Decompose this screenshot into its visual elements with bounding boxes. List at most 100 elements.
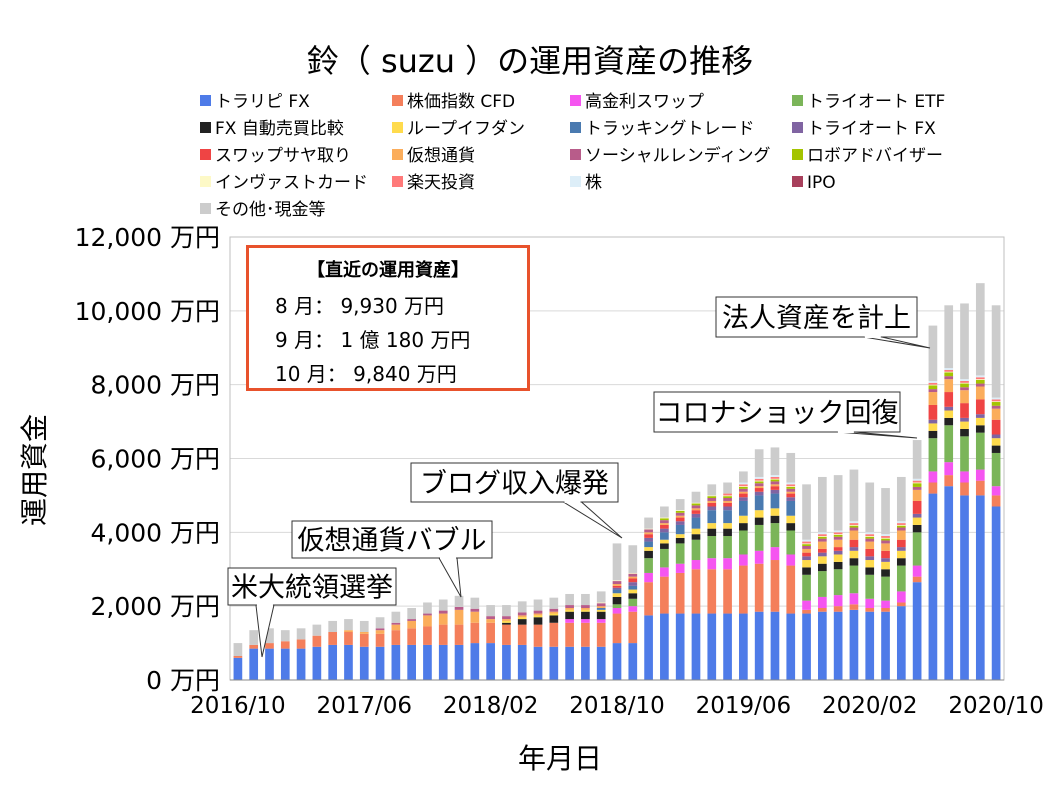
bar-segment	[375, 617, 385, 629]
x-axis-label: 年月日	[518, 742, 602, 775]
bar-segment	[833, 606, 843, 612]
bar-segment	[691, 517, 701, 529]
bar-segment	[438, 613, 448, 625]
legend-item: 楽天投資	[392, 173, 475, 193]
legend-item: トラッキングトレード	[570, 119, 755, 139]
bar-segment	[833, 539, 843, 548]
bar-segment	[991, 445, 1001, 453]
bar-segment	[975, 469, 985, 481]
bar-segment	[296, 628, 306, 640]
legend-item: ロボアドバイザー	[792, 146, 943, 166]
bar-segment	[628, 593, 638, 599]
bar-segment	[849, 524, 859, 526]
legend-item: スワップサヤ取り	[200, 146, 351, 166]
bar-segment	[912, 565, 922, 577]
bar-segment	[470, 608, 480, 612]
legend-label: スワップサヤ取り	[215, 146, 351, 166]
bar-segment	[644, 615, 653, 680]
bar-segment	[833, 547, 843, 551]
bar-segment	[991, 408, 1001, 420]
bar-segment	[423, 602, 432, 614]
legend-item: ループイフダン	[392, 119, 525, 139]
bar-segment	[723, 496, 732, 499]
bar-segment	[675, 534, 685, 538]
bar-segment	[660, 518, 669, 521]
bar-segment	[818, 476, 827, 533]
bar-segment	[818, 552, 827, 557]
bar-segment	[833, 611, 843, 680]
recent-assets-line-sep: 9 月： 1 億 180 万円	[275, 328, 471, 352]
bar-segment	[849, 539, 859, 548]
bar-segment	[912, 517, 922, 525]
bar-segment	[707, 498, 717, 501]
bar-segment	[912, 478, 922, 481]
bar-segment	[581, 608, 590, 610]
bar-segment	[865, 608, 875, 612]
bar-segment	[754, 483, 764, 487]
bar-segment	[628, 578, 638, 583]
bar-segment	[454, 644, 464, 680]
bar-segment	[423, 615, 432, 627]
bar-segment	[754, 478, 764, 481]
bar-segment	[723, 502, 732, 507]
recent-assets-title: 【直近の運用資産】	[307, 260, 469, 281]
bar-segment	[802, 574, 811, 601]
bar-segment	[912, 440, 922, 479]
bar-segment	[707, 510, 717, 524]
bar-segment	[612, 596, 622, 605]
bar-segment	[975, 386, 985, 400]
bar-segment	[612, 580, 622, 582]
bar-segment	[739, 493, 748, 498]
bar-segment	[628, 582, 638, 586]
bar-segment	[786, 491, 796, 494]
bar-segment	[849, 550, 859, 559]
bar-segment	[533, 610, 543, 614]
bar-segment	[517, 617, 527, 620]
legend-label: FX 自動売買比較	[215, 119, 344, 139]
bar-segment	[707, 506, 717, 511]
bar-segment	[517, 615, 527, 618]
legend-swatch	[200, 95, 211, 106]
bar-segment	[786, 482, 796, 485]
y-tick-label: 10,000 万円	[75, 297, 220, 326]
bar-segment	[770, 484, 780, 487]
bar-segment	[612, 581, 622, 585]
bar-segment	[849, 527, 859, 531]
bar-segment	[454, 624, 464, 645]
bar-segment	[754, 480, 764, 482]
bar-segment	[359, 633, 369, 647]
bar-segment	[818, 608, 827, 612]
bar-segment	[549, 611, 559, 614]
bar-segment	[912, 532, 922, 566]
bar-segment	[770, 493, 780, 509]
bar-segment	[944, 305, 954, 369]
bar-segment	[660, 523, 669, 525]
bar-segment	[960, 482, 969, 496]
bar-segment	[865, 574, 875, 599]
bar-segment	[818, 548, 827, 553]
bar-segment	[723, 523, 732, 529]
bar-segment	[912, 582, 922, 680]
bar-segment	[644, 558, 653, 573]
bar-segment	[991, 495, 1001, 507]
bar-segment	[581, 605, 590, 609]
bar-segment	[770, 611, 780, 680]
bar-segment	[707, 558, 717, 570]
bar-segment	[565, 593, 574, 606]
bar-segment	[328, 632, 338, 645]
bar-segment	[407, 644, 416, 680]
bar-segment	[723, 558, 732, 570]
bar-segment	[802, 560, 811, 568]
bar-segment	[707, 500, 717, 503]
bar-segment	[896, 591, 906, 603]
bar-segment	[454, 609, 464, 625]
annotation-callout: 法人資産を計上	[715, 296, 931, 349]
annotation-text: 法人資産を計上	[722, 303, 911, 334]
bar-segment	[944, 379, 954, 393]
bar-segment	[928, 471, 938, 483]
bar-segment	[786, 565, 796, 614]
bar-segment	[486, 605, 495, 617]
bar-segment	[707, 502, 717, 507]
bar-segment	[849, 523, 859, 525]
bar-segment	[660, 532, 669, 540]
